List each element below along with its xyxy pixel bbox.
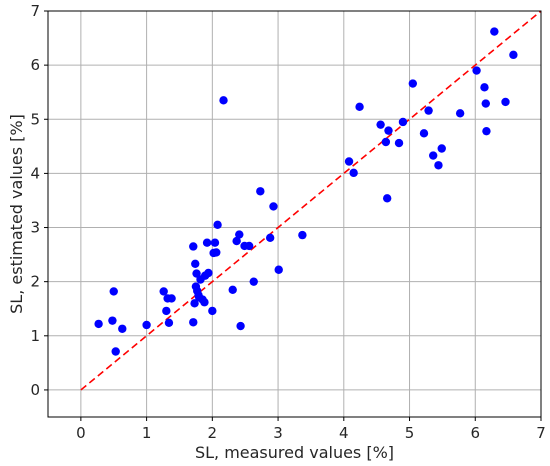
data-point (382, 194, 392, 203)
data-point (265, 233, 275, 243)
y-axis-label: SL, estimated values [%] (7, 114, 26, 314)
data-point (434, 161, 443, 170)
data-point (192, 269, 201, 278)
data-point (455, 109, 465, 118)
data-point (200, 298, 209, 307)
data-point (189, 242, 198, 251)
y-tick-label: 3 (30, 219, 40, 237)
data-point (108, 316, 117, 325)
y-tick-label: 0 (30, 381, 40, 399)
data-point (419, 129, 429, 138)
data-point (204, 268, 213, 278)
data-point (349, 168, 358, 178)
x-tick-label: 7 (536, 424, 546, 442)
data-point (490, 27, 499, 36)
x-tick-label: 2 (208, 424, 218, 442)
data-point (219, 96, 228, 105)
data-point (244, 241, 254, 251)
data-point (167, 294, 176, 303)
data-point (189, 318, 198, 327)
data-point (437, 144, 446, 153)
data-point (408, 79, 418, 88)
y-tick-label: 5 (30, 110, 40, 128)
data-point (480, 83, 489, 92)
data-point (235, 230, 244, 239)
data-point (398, 117, 408, 127)
data-point (208, 306, 217, 316)
data-point (509, 50, 518, 60)
data-point (109, 287, 118, 296)
x-tick-label: 1 (142, 424, 152, 442)
x-tick-label: 3 (273, 424, 283, 442)
data-point (213, 220, 222, 230)
data-point (162, 306, 171, 316)
data-point (228, 285, 237, 294)
data-point (249, 277, 258, 286)
x-tick-label: 0 (76, 424, 86, 442)
data-point (269, 202, 278, 211)
x-axis-label: SL, measured values [%] (195, 443, 394, 462)
reference-line (80, 10, 542, 391)
y-tick-label: 4 (30, 164, 40, 182)
data-point (159, 287, 168, 296)
data-point (501, 97, 510, 107)
y-tick-label: 1 (30, 327, 40, 345)
data-point (232, 236, 241, 246)
data-point (111, 347, 120, 356)
data-points (94, 27, 518, 356)
axis-ticks: 0 1 2 3 4 5 6 7 0 1 2 3 4 5 6 7 (30, 2, 545, 442)
data-point (210, 238, 220, 247)
x-tick-label: 5 (405, 424, 415, 442)
data-point (118, 324, 127, 333)
x-tick-label: 4 (339, 424, 349, 442)
data-point (381, 137, 391, 147)
data-point (424, 106, 433, 115)
y-tick-label: 2 (30, 273, 40, 291)
data-point (355, 102, 364, 112)
data-point (191, 259, 200, 269)
data-point (344, 157, 354, 166)
x-tick-label: 6 (470, 424, 480, 442)
data-point (256, 187, 265, 196)
data-point (384, 126, 393, 135)
data-point (164, 318, 174, 328)
y-tick-label: 7 (30, 2, 40, 20)
data-point (428, 151, 438, 160)
data-point (274, 265, 283, 274)
data-point (94, 319, 103, 329)
data-point (298, 230, 307, 240)
plot-frame (47, 10, 542, 418)
data-point (190, 299, 199, 308)
data-point (481, 99, 490, 108)
data-point (212, 248, 221, 257)
data-point (376, 120, 385, 129)
grid (48, 10, 542, 417)
data-point (482, 126, 491, 136)
data-point (472, 66, 481, 75)
y-tick-label: 6 (30, 56, 40, 74)
data-point (142, 320, 151, 330)
data-point (394, 138, 404, 148)
data-point (236, 321, 245, 331)
data-point (202, 238, 212, 247)
